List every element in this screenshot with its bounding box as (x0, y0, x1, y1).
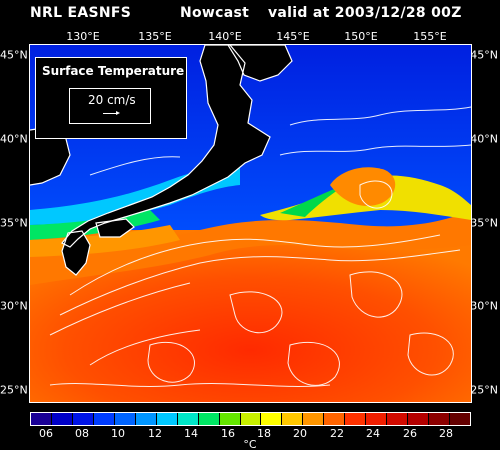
colorbar-swatch (31, 413, 52, 425)
colorbar-swatch (51, 413, 73, 425)
colorbar-swatch (261, 413, 283, 425)
land-shikoku (96, 219, 134, 237)
colorbar-label-14: 14 (184, 427, 198, 440)
colorbar-label-18: 18 (257, 427, 271, 440)
colorbar-label-10: 10 (111, 427, 125, 440)
colorbar-label-08: 08 (75, 427, 89, 440)
lon-label-140: 140°E (208, 30, 242, 43)
colorbar-swatch (345, 413, 367, 425)
lat-label-25-right: 25°N (470, 383, 498, 397)
colorbar-swatch (135, 413, 157, 425)
lon-label-135: 135°E (138, 30, 172, 43)
lon-label-130: 130°E (66, 30, 100, 43)
colorbar-swatch (93, 413, 115, 425)
colorbar-label-16: 16 (221, 427, 235, 440)
legend-title: Surface Temperature (42, 64, 185, 78)
land-japan (62, 45, 270, 247)
colorbar (30, 412, 471, 426)
front-green (280, 185, 345, 217)
colorbar-swatch (198, 413, 220, 425)
scale-box: 20 cm/s (69, 88, 151, 124)
colorbar-swatch (177, 413, 199, 425)
colorbar-swatch (156, 413, 178, 425)
lat-label-35-right: 35°N (470, 216, 498, 230)
colorbar-label-26: 26 (403, 427, 417, 440)
colorbar-swatch (324, 413, 346, 425)
temperature-field (30, 45, 471, 402)
colorbar-label-20: 20 (293, 427, 307, 440)
colorbar-swatch (72, 413, 94, 425)
source-title: NRL EASNFS (30, 5, 132, 21)
colorbar-swatch (114, 413, 136, 425)
land-kyushu (62, 231, 90, 275)
lat-label-45-right: 45°N (470, 48, 498, 62)
colorbar-swatch (387, 413, 409, 425)
colorbar-unit: °C (243, 438, 257, 450)
lat-label-25-left: 25°N (0, 383, 28, 397)
lat-label-45-left: 45°N (0, 48, 28, 62)
scale-label: 20 cm/s (88, 93, 136, 107)
lon-label-155: 155°E (413, 30, 447, 43)
colorbar-swatch (240, 413, 262, 425)
legend-box: Surface Temperature 20 cm/s (35, 57, 187, 139)
warm-eddy (330, 167, 396, 206)
colorbar-swatch (219, 413, 241, 425)
colorbar-swatch (303, 413, 325, 425)
scale-arrow-icon (103, 111, 120, 115)
land-sakhalin-kuril (260, 45, 278, 59)
lon-label-150: 150°E (344, 30, 378, 43)
valid-time: valid at 2003/12/28 00Z (268, 5, 462, 21)
colorbar-label-22: 22 (330, 427, 344, 440)
colorbar-swatch (366, 413, 388, 425)
lat-label-40-left: 40°N (0, 132, 28, 146)
lat-label-35-left: 35°N (0, 216, 28, 230)
lat-label-40-right: 40°N (470, 132, 498, 146)
lat-label-30-left: 30°N (0, 299, 28, 313)
land-korea (30, 127, 70, 185)
lat-label-30-right: 30°N (470, 299, 498, 313)
map-area: Surface Temperature 20 cm/s (29, 44, 472, 403)
colorbar-swatch (282, 413, 304, 425)
current-vectors (49, 106, 471, 387)
colorbar-label-24: 24 (366, 427, 380, 440)
colorbar-swatch (450, 413, 471, 425)
colorbar-swatch (429, 413, 451, 425)
colorbar-label-06: 06 (39, 427, 53, 440)
colorbar-label-12: 12 (148, 427, 162, 440)
lon-label-145: 145°E (276, 30, 310, 43)
kuroshio-warm-band (30, 210, 471, 285)
product-title: Nowcast (180, 5, 250, 21)
colorbar-label-28: 28 (439, 427, 453, 440)
colorbar-swatch (408, 413, 430, 425)
